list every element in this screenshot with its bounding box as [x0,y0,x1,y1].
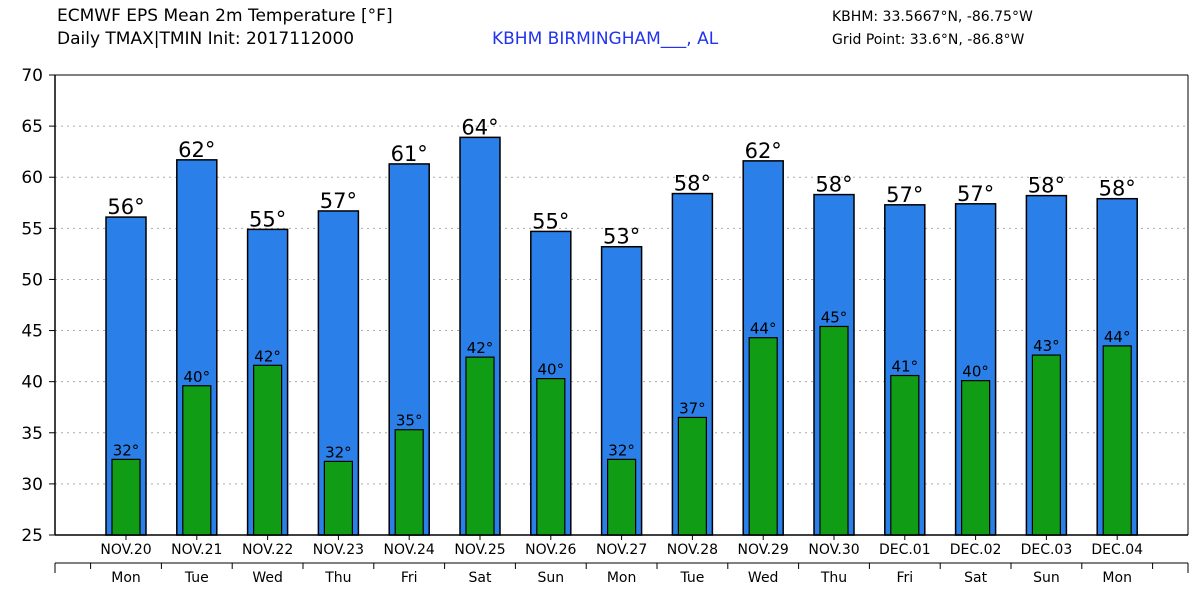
tmin-label-NOV.24: 35° [396,412,423,430]
tmin-label-NOV.30: 45° [821,308,848,326]
station-name: KBHM BIRMINGHAM___, AL [492,29,719,49]
tmin-bar-NOV.30 [819,325,849,536]
y-tick-label-65: 65 [21,117,43,137]
x-date-label-DEC.01: DEC.01 [879,542,931,558]
x-weekday-label-NOV.22: Wed [252,570,283,586]
x-date-label-NOV.22: NOV.22 [242,542,293,558]
bars [105,136,1138,536]
x-weekday-label-NOV.20: Mon [111,570,141,586]
tmin-label-NOV.26: 40° [538,361,565,379]
chart-title: ECMWF EPS Mean 2m Temperature [°F] [57,6,393,26]
tmax-label-NOV.27: 53° [603,225,640,249]
x-weekday-label-DEC.02: Sat [964,570,987,586]
tmin-bar-NOV.26 [536,378,566,536]
tmax-label-NOV.22: 55° [249,207,286,231]
y-tick-label-60: 60 [21,168,43,188]
y-tick-label-50: 50 [21,270,43,290]
tmin-label-DEC.04: 44° [1104,328,1131,346]
y-tick-label-35: 35 [21,424,43,444]
labels: 56° 62° 55° 57° 61° 64° 55° 53° 58° 62° 58° 57° 57° 5… [107,115,1135,461]
tmin-label-NOV.25: 42° [467,339,494,357]
tmax-label-DEC.03: 58° [1028,174,1065,198]
tmax-label-NOV.25: 64° [461,115,498,139]
x-weekday-label-DEC.04: Mon [1102,570,1132,586]
tmin-bar-DEC.02 [960,380,991,536]
tmin-bar-NOV.24 [394,429,424,536]
x-date-label-DEC.03: DEC.03 [1021,542,1073,558]
tmin-bar-DEC.03 [1031,354,1062,536]
tmin-label-DEC.02: 40° [962,363,989,381]
y-tick-label-30: 30 [21,475,43,495]
tmin-bar-NOV.25 [465,356,495,536]
tmin-bar-NOV.29 [748,337,778,536]
x-date-label-DEC.02: DEC.02 [950,542,1002,558]
x-weekday-label-NOV.26: Sun [537,570,564,586]
tmin-label-NOV.21: 40° [184,368,211,386]
y-tick-label-55: 55 [21,219,43,239]
x-weekday-label-NOV.30: Thu [820,570,847,586]
x-weekday-label-NOV.27: Mon [607,570,637,586]
x-weekday-label-NOV.23: Thu [324,570,351,586]
tmax-label-DEC.01: 57° [886,183,923,207]
tmax-label-NOV.30: 58° [815,173,852,197]
tmin-label-NOV.29: 44° [750,320,777,338]
x-weekday-label-DEC.03: Sun [1033,570,1060,586]
tmin-label-DEC.01: 41° [892,358,919,376]
tmin-bar-NOV.20 [111,458,141,536]
tmax-label-NOV.26: 55° [532,209,569,233]
x-date-label-NOV.28: NOV.28 [667,542,718,558]
tmax-label-NOV.24: 61° [391,142,428,166]
grid-point-coordinates: Grid Point: 33.6°N, -86.8°W [832,32,1025,48]
x-weekday-label-NOV.21: Tue [184,570,209,586]
x-date-label-NOV.24: NOV.24 [384,542,435,558]
x-date-label-NOV.23: NOV.23 [313,542,364,558]
tmin-label-NOV.20: 32° [113,441,140,459]
x-date-label-NOV.20: NOV.20 [100,542,151,558]
x-date-label-NOV.21: NOV.21 [171,542,222,558]
tmin-bar-NOV.21 [182,385,212,536]
chart-subtitle: Daily TMAX|TMIN Init: 2017112000 [57,29,355,49]
y-tick-label-45: 45 [21,322,43,342]
tmax-label-NOV.21: 62° [178,138,215,162]
x-date-label-NOV.26: NOV.26 [525,542,576,558]
y-tick-label-40: 40 [21,373,43,393]
x-weekday-label-NOV.25: Sat [469,570,492,586]
tmin-label-NOV.23: 32° [325,443,352,461]
x-date-label-NOV.29: NOV.29 [738,542,789,558]
tmax-label-NOV.28: 58° [674,172,711,196]
station-coordinates: KBHM: 33.5667°N, -86.75°W [832,9,1033,25]
tmax-label-NOV.20: 56° [107,195,144,219]
tmin-label-NOV.22: 42° [254,347,281,365]
x-date-label-NOV.30: NOV.30 [808,542,859,558]
x-date-label-NOV.25: NOV.25 [454,542,505,558]
tmin-label-NOV.27: 32° [608,441,635,459]
tmin-bar-NOV.22 [253,364,283,536]
tmin-bar-NOV.23 [323,460,353,536]
tmax-label-DEC.04: 58° [1099,177,1136,201]
axes: 25 30 35 40 45 50 55 60 65 70 NOV.20 Mon NOV.21 Tue NO… [21,66,1189,586]
tmin-bar-DEC.04 [1102,345,1132,536]
tmin-bar-NOV.27 [606,458,637,536]
x-weekday-label-NOV.24: Fri [401,570,418,586]
tmax-label-NOV.29: 62° [745,139,782,163]
x-weekday-label-DEC.01: Fri [896,570,913,586]
tmin-bar-NOV.28 [677,416,708,536]
tmin-bar-DEC.01 [890,374,920,536]
y-tick-label-70: 70 [21,66,43,86]
x-weekday-label-NOV.28: Tue [679,570,704,586]
tmin-label-DEC.03: 43° [1033,337,1060,355]
tmax-label-DEC.02: 57° [957,182,994,206]
x-date-label-DEC.04: DEC.04 [1091,542,1143,558]
x-weekday-label-NOV.29: Wed [748,570,779,586]
y-tick-label-25: 25 [21,526,43,546]
tmin-label-NOV.28: 37° [679,399,706,417]
x-date-label-NOV.27: NOV.27 [596,542,647,558]
tmax-label-NOV.23: 57° [320,189,357,213]
